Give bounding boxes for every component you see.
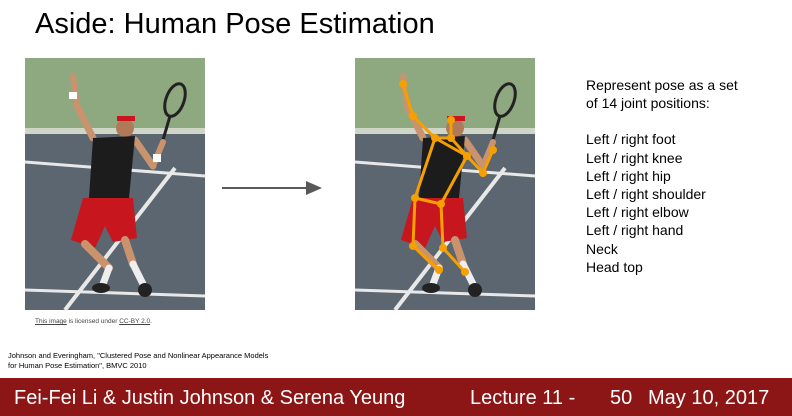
footer-page-number: 50 bbox=[610, 387, 633, 409]
image-credit: This image is licensed under CC-BY 2.0. bbox=[35, 318, 152, 325]
citation-line: for Human Pose Estimation", BMVC 2010 bbox=[8, 360, 147, 370]
joint-item: Left / right knee bbox=[586, 149, 683, 166]
slide-title: Aside: Human Pose Estimation bbox=[35, 8, 435, 40]
image-link[interactable]: This image bbox=[35, 318, 67, 325]
joint-item: Left / right elbow bbox=[586, 204, 689, 221]
footer-lecture: Lecture 11 - bbox=[470, 387, 576, 409]
pose-annotated-photo bbox=[355, 58, 535, 310]
joint-item: Left / right shoulder bbox=[586, 186, 706, 203]
joint-list: Left / right foot Left / right knee Left… bbox=[586, 130, 746, 276]
tennis-player-photo bbox=[25, 58, 205, 310]
pose-intro-text: Represent pose as a set of 14 joint posi… bbox=[586, 77, 738, 112]
joint-item: Left / right foot bbox=[586, 131, 676, 148]
citation: Johnson and Everingham, "Clustered Pose … bbox=[8, 351, 338, 370]
joint-item: Neck bbox=[586, 240, 618, 257]
joint-item: Left / right hand bbox=[586, 222, 684, 239]
joint-item: Left / right hip bbox=[586, 167, 671, 184]
footer-bar: Fei-Fei Li & Justin Johnson & Serena Yeu… bbox=[0, 378, 792, 416]
credit-text: is licensed under bbox=[66, 318, 120, 325]
transform-arrow-icon bbox=[220, 178, 324, 198]
joint-item: Head top bbox=[586, 258, 643, 275]
footer-date: May 10, 2017 bbox=[648, 387, 770, 409]
pose-description: Represent pose as a set of 14 joint posi… bbox=[586, 76, 746, 276]
credit-end: . bbox=[150, 318, 152, 325]
license-link[interactable]: CC-BY 2.0 bbox=[119, 318, 151, 325]
citation-line: Johnson and Everingham, "Clustered Pose … bbox=[8, 351, 269, 360]
footer-authors: Fei-Fei Li & Justin Johnson & Serena Yeu… bbox=[14, 387, 406, 409]
